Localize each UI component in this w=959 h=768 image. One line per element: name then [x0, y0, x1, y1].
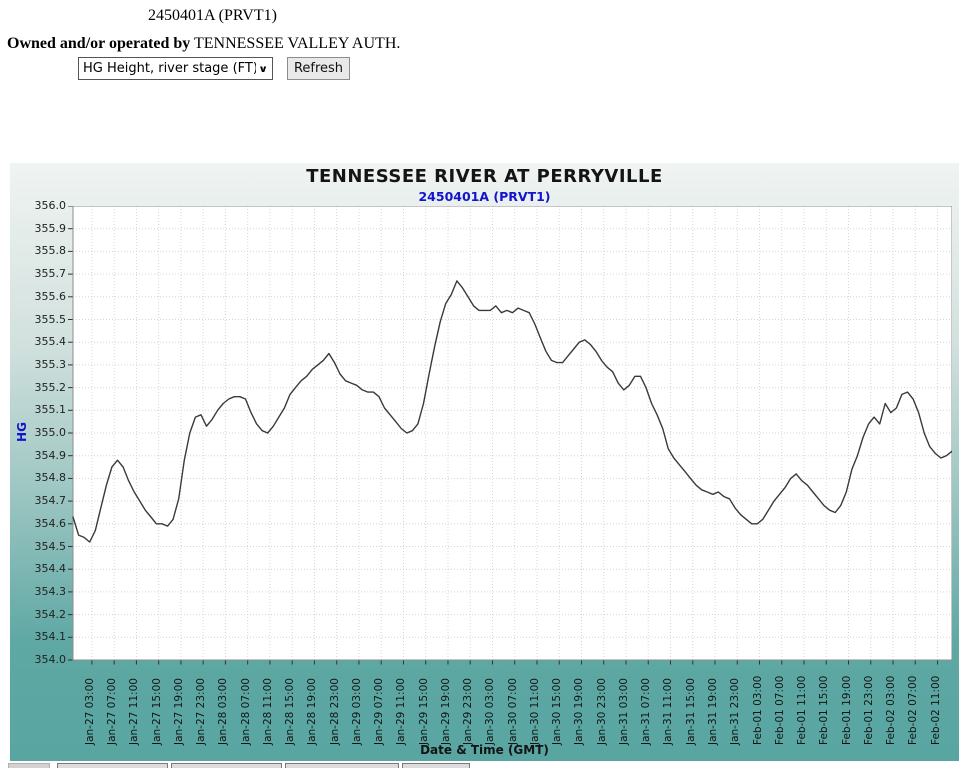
y-tick-label: 354.1: [34, 630, 67, 644]
owner-name: TENNESSEE VALLEY AUTH.: [194, 35, 401, 52]
x-tick-label: Jan-28 19:00: [306, 678, 319, 745]
chevron-down-icon: ∨: [258, 62, 268, 75]
y-tick-label: 355.6: [34, 289, 67, 303]
y-tick-label: 354.8: [34, 471, 67, 485]
x-tick-label: Jan-31 15:00: [684, 678, 697, 745]
x-tick-label: Feb-02 07:00: [907, 675, 920, 745]
cutoff-control-box[interactable]: [57, 763, 168, 768]
x-tick-label: Jan-27 19:00: [172, 678, 185, 745]
x-tick-label: Jan-27 15:00: [150, 678, 163, 745]
x-tick-label: Jan-30 07:00: [506, 678, 519, 745]
x-tick-label: Jan-28 23:00: [328, 678, 341, 745]
parameter-select-value: HG Height, river stage (FT): [83, 61, 257, 76]
x-tick-label: Jan-31 23:00: [729, 678, 742, 745]
x-tick-label: Jan-29 07:00: [373, 678, 386, 745]
y-tick-label: 355.9: [34, 221, 67, 235]
x-tick-label: Feb-01 15:00: [818, 675, 831, 745]
owner-line: Owned and/or operated by TENNESSEE VALLE…: [7, 35, 400, 53]
x-tick-label: Jan-30 03:00: [484, 678, 497, 745]
y-tick-label: 354.7: [34, 494, 67, 508]
x-tick-label: Feb-01 11:00: [796, 675, 809, 745]
owner-prefix: Owned and/or operated by: [7, 35, 191, 52]
y-tick-label: 355.3: [34, 357, 67, 371]
x-tick-label: Jan-30 11:00: [528, 678, 541, 745]
cutoff-control-box[interactable]: [8, 763, 50, 768]
x-tick-label: Jan-31 19:00: [707, 678, 719, 745]
y-tick-label: 354.2: [34, 607, 67, 621]
plot-area: [68, 206, 952, 665]
x-tick-label: Jan-29 11:00: [395, 678, 408, 745]
x-tick-label: Jan-30 23:00: [595, 678, 608, 745]
x-tick-label: Jan-28 15:00: [284, 678, 297, 745]
x-tick-label: Feb-01 03:00: [751, 675, 764, 745]
x-tick-label: Jan-27 03:00: [83, 678, 96, 745]
x-tick-label: Jan-31 07:00: [640, 678, 653, 745]
chart-container: TENNESSEE RIVER AT PERRYVILLE 2450401A (…: [10, 163, 959, 761]
y-tick-label: 354.0: [34, 653, 67, 666]
x-tick-label: Feb-01 07:00: [773, 675, 786, 745]
x-tick-label: Feb-01 19:00: [840, 675, 853, 745]
y-tick-label: 355.7: [34, 267, 67, 281]
x-tick-label: Jan-31 11:00: [662, 678, 675, 745]
x-tick-label: Feb-02 11:00: [929, 675, 942, 745]
chart-subtitle: 2450401A (PRVT1): [418, 189, 551, 204]
station-title: 2450401A (PRVT1): [148, 7, 277, 24]
x-tick-label: Jan-27 23:00: [195, 678, 208, 745]
y-tick-label: 355.5: [34, 312, 67, 326]
x-tick-label: Jan-29 19:00: [439, 678, 452, 745]
y-tick-label: 355.0: [34, 426, 67, 439]
x-tick-label: Jan-27 07:00: [106, 678, 119, 745]
x-tick-label: Jan-30 19:00: [573, 678, 586, 745]
cutoff-control-box[interactable]: [402, 763, 470, 768]
y-tick-label: 354.5: [34, 539, 67, 553]
y-tick-label: 355.4: [34, 335, 67, 349]
x-tick-label: Jan-28 07:00: [239, 678, 252, 745]
x-tick-label: Jan-29 03:00: [350, 678, 363, 745]
y-tick-label: 355.8: [34, 244, 67, 258]
y-tick-label: 355.2: [34, 380, 67, 394]
x-tick-label: Jan-27 11:00: [128, 678, 141, 745]
x-tick-label: Feb-01 23:00: [862, 675, 875, 745]
x-tick-label: Jan-29 15:00: [417, 678, 430, 745]
cutoff-control-box[interactable]: [285, 763, 399, 768]
x-tick-label: Jan-31 03:00: [617, 678, 630, 745]
y-tick-label: 354.9: [34, 448, 67, 462]
y-tick-label: 356.0: [34, 199, 67, 212]
cutoff-control-box[interactable]: [171, 763, 282, 768]
chart-title: TENNESSEE RIVER AT PERRYVILLE: [306, 166, 663, 187]
y-tick-label: 354.6: [34, 516, 67, 530]
x-axis-title: Date & Time (GMT): [420, 743, 549, 757]
y-axis-title: HG: [14, 422, 29, 442]
y-tick-label: 354.3: [34, 584, 67, 598]
refresh-button[interactable]: Refresh: [287, 57, 350, 80]
x-tick-label: Jan-30 15:00: [551, 678, 564, 745]
x-tick-label: Jan-29 23:00: [462, 678, 475, 745]
x-tick-label: Feb-02 03:00: [885, 675, 898, 745]
x-tick-label: Jan-28 11:00: [261, 678, 274, 745]
x-tick-label: Jan-28 03:00: [217, 678, 230, 745]
y-tick-label: 354.4: [34, 562, 67, 576]
parameter-select[interactable]: HG Height, river stage (FT) ∨: [78, 57, 273, 80]
y-tick-label: 355.1: [34, 403, 67, 417]
